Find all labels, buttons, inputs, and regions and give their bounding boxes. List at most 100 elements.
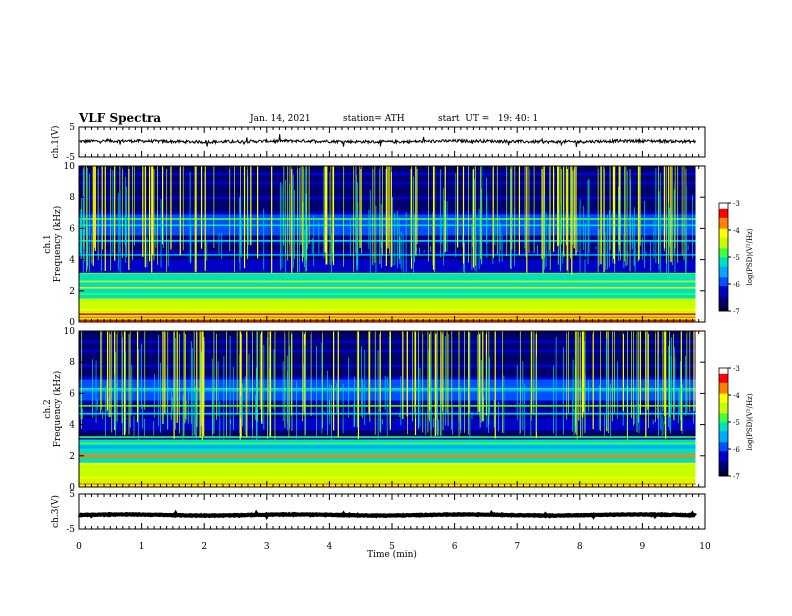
colorbar-swatch [719, 432, 728, 435]
colorbar-swatch [719, 242, 728, 245]
x-axis-label: Time (min) [367, 549, 417, 560]
colorbar-swatch [719, 429, 728, 432]
spectrogram-row [79, 310, 696, 314]
colorbar-swatch [719, 382, 728, 385]
colorbar-swatch [719, 298, 728, 301]
colorbar-swatch [719, 413, 728, 416]
colorbar-swatch [719, 233, 728, 236]
spectrogram-row [79, 262, 696, 266]
colorbar-swatch [719, 309, 728, 312]
colorbar-swatch [719, 240, 728, 243]
no-data-region [695, 166, 705, 322]
colorbar-swatch [719, 449, 728, 452]
colorbar-swatch [719, 468, 728, 471]
colorbar-swatch [719, 384, 728, 387]
spectrogram-row [79, 364, 696, 368]
colorbar-swatch [719, 293, 728, 296]
spectrogram-row [79, 226, 696, 230]
colorbar-swatch [719, 373, 728, 376]
colorbar-swatch [719, 470, 728, 473]
colorbar-swatch [719, 472, 728, 475]
colorbar-swatch [719, 465, 728, 468]
spectrogram-row [79, 373, 696, 377]
spectrogram-row [79, 235, 696, 239]
emission-band [79, 470, 696, 473]
spectrogram-row [79, 247, 696, 251]
ch2-spectrogram-panel: 0 2 4 6 8 10 ch.2 Frequency (kHz) [43, 327, 706, 493]
colorbar-swatch [719, 456, 728, 459]
spectrogram-row [79, 256, 696, 260]
colorbar-swatch [719, 289, 728, 292]
colorbar-swatch [719, 386, 728, 389]
spectrogram-row [79, 238, 696, 242]
spectrogram-row [79, 193, 696, 197]
colorbar-tick-label: -6 [733, 281, 740, 289]
x-tick-label: 5 [389, 542, 395, 552]
colorbar-swatch [719, 210, 728, 213]
colorbar-swatch [719, 438, 728, 441]
colorbar-tick-label: -3 [733, 200, 740, 208]
spectrogram-row [79, 370, 696, 374]
spectrogram-row [79, 298, 696, 302]
colorbar-swatch [719, 459, 728, 462]
colorbar-swatch [719, 273, 728, 276]
spectrogram-row [79, 184, 696, 188]
spec2-tick-label: 10 [64, 327, 76, 337]
spectrogram-row [79, 220, 696, 224]
spectrogram-row [79, 340, 696, 344]
x-tick-label: 10 [699, 542, 711, 552]
spectrogram-row [79, 439, 696, 443]
colorbar-swatch [719, 221, 728, 224]
colorbar-swatch [719, 443, 728, 446]
spectrogram-row [79, 472, 696, 476]
colorbar-tick-label: -7 [733, 308, 740, 316]
spectrogram-row [79, 367, 696, 371]
colorbar-swatch [719, 391, 728, 394]
colorbar-swatch [719, 389, 728, 392]
colorbar-swatch [719, 425, 728, 428]
colorbar-swatch [719, 398, 728, 401]
emission-band [79, 462, 696, 465]
colorbar-swatch [719, 447, 728, 450]
ch3wave-tick-label: -5 [66, 525, 75, 535]
spec1-tick-label: 8 [69, 193, 75, 203]
emission-band [79, 483, 696, 485]
colorbar-swatch [719, 458, 728, 461]
colorbar-label: log(PSD)(V²/Hz) [746, 228, 754, 285]
colorbar-swatch [719, 463, 728, 466]
figure-title: VLF Spectra [79, 111, 162, 125]
x-tick-label: 0 [76, 542, 82, 552]
emission-band [79, 319, 696, 322]
colorbar-swatch [719, 269, 728, 272]
colorbar-swatch [719, 285, 728, 288]
colorbar-swatch [719, 300, 728, 303]
emission-band [79, 224, 696, 227]
colorbar-swatch [719, 239, 728, 242]
colorbar-swatch [719, 287, 728, 290]
colorbar-swatch [719, 262, 728, 265]
emission-band [79, 442, 696, 445]
colorbar-swatch [719, 427, 728, 430]
spectrogram-row [79, 181, 696, 185]
emission-band [79, 293, 696, 295]
colorbar-swatch [719, 213, 728, 216]
spectrogram-row [79, 289, 696, 293]
ch1wave-tick-label: -5 [66, 153, 75, 163]
colorbar-tick-label: -4 [733, 227, 740, 235]
colorbar-swatch [719, 206, 728, 209]
spectrogram-row [79, 202, 696, 206]
emission-band [79, 307, 696, 309]
spectrogram-row [79, 283, 696, 287]
spec2-tick-label: 4 [69, 421, 75, 431]
spectrogram-row [79, 355, 696, 359]
colorbar-swatch [719, 226, 728, 229]
colorbar-swatch [719, 423, 728, 426]
colorbar-swatch [719, 416, 728, 419]
emission-band [79, 453, 696, 456]
spectrogram-row [79, 331, 696, 335]
spectrogram-row [79, 211, 696, 215]
colorbar-swatch [719, 260, 728, 263]
spectrogram-row [79, 208, 696, 212]
colorbar-swatch [719, 474, 728, 477]
colorbar-swatch [719, 280, 728, 283]
